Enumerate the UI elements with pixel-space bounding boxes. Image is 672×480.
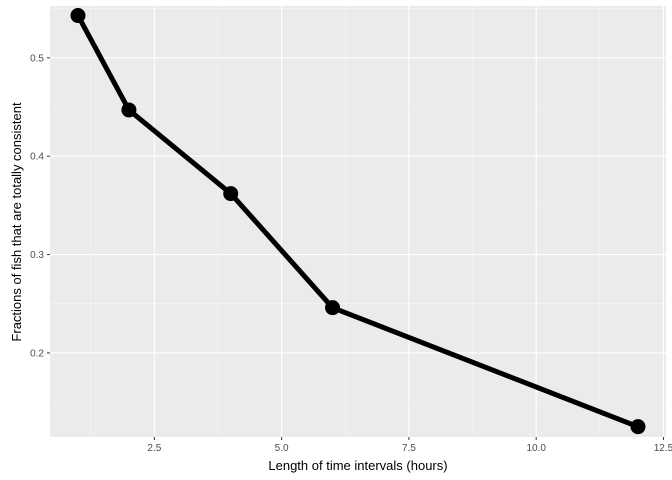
major-gridlines [50, 6, 666, 437]
y-axis-title: Fractions of fish that are totally consi… [9, 102, 24, 342]
data-point [121, 102, 137, 118]
minor-gridlines [50, 6, 666, 437]
x-tick-label: 2.5 [147, 443, 161, 454]
series-layer [70, 8, 646, 435]
data-point [325, 300, 341, 316]
x-axis-ticks: 2.5 5.0 7.5 10.0 12.5 [147, 437, 672, 454]
plot-panel [50, 6, 666, 437]
data-point [70, 8, 86, 24]
y-tick-label: 0.4 [30, 152, 44, 163]
x-tick-label: 12.5 [654, 443, 672, 454]
x-tick-label: 7.5 [402, 443, 416, 454]
data-point [630, 419, 646, 435]
data-point [223, 186, 239, 202]
y-tick-label: 0.2 [30, 348, 44, 359]
y-tick-label: 0.5 [30, 53, 44, 64]
x-tick-label: 5.0 [275, 443, 289, 454]
y-axis-ticks: 0.2 0.3 0.4 0.5 [30, 53, 50, 359]
y-tick-label: 0.3 [30, 250, 44, 261]
x-axis-title: Length of time intervals (hours) [268, 458, 447, 473]
x-tick-label: 10.0 [526, 443, 546, 454]
